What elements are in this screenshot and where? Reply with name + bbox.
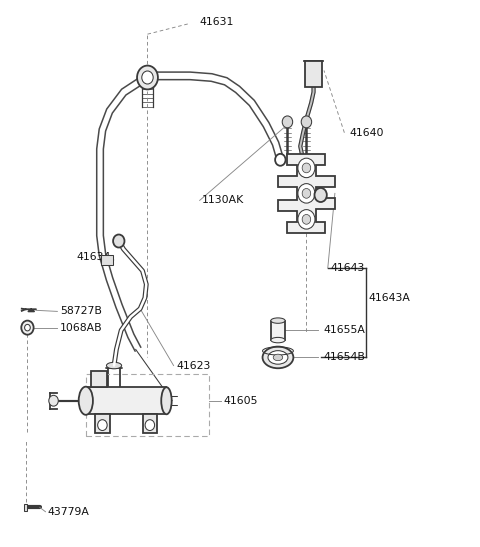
Text: 41631: 41631 [200, 17, 234, 27]
Text: 41605: 41605 [223, 395, 258, 406]
Ellipse shape [273, 354, 283, 360]
Text: 41643A: 41643A [368, 293, 410, 303]
Ellipse shape [79, 387, 93, 415]
Circle shape [97, 420, 107, 430]
Text: 1068AB: 1068AB [60, 323, 102, 333]
Circle shape [302, 214, 311, 224]
Polygon shape [91, 371, 107, 387]
Circle shape [298, 184, 315, 203]
Ellipse shape [271, 337, 285, 343]
Ellipse shape [107, 362, 121, 369]
Text: 58727B: 58727B [60, 306, 102, 316]
Circle shape [145, 420, 155, 430]
Ellipse shape [271, 318, 285, 323]
Bar [86, 374, 209, 436]
Circle shape [314, 188, 327, 202]
Circle shape [113, 235, 124, 247]
Text: 41643: 41643 [330, 263, 364, 273]
Circle shape [137, 66, 158, 89]
Ellipse shape [268, 351, 288, 364]
Text: 1130AK: 1130AK [202, 195, 244, 206]
Text: 41640: 41640 [349, 127, 384, 138]
Text: 43779A: 43779A [48, 507, 90, 517]
Text: 41654B: 41654B [323, 352, 365, 363]
Circle shape [275, 154, 286, 166]
Polygon shape [278, 154, 335, 233]
Circle shape [298, 210, 315, 229]
Circle shape [21, 321, 34, 335]
Bar [24, 504, 27, 511]
Circle shape [301, 116, 312, 128]
Text: 41655A: 41655A [323, 325, 365, 335]
Circle shape [298, 158, 315, 178]
Ellipse shape [161, 387, 172, 414]
Bar [305, 61, 322, 87]
Circle shape [142, 71, 153, 84]
Circle shape [302, 189, 311, 198]
Circle shape [282, 116, 293, 128]
Ellipse shape [263, 347, 293, 368]
Circle shape [302, 163, 311, 173]
Bar [86, 387, 167, 414]
Circle shape [24, 324, 30, 331]
Text: 41634: 41634 [76, 252, 111, 262]
Text: 41623: 41623 [176, 360, 210, 370]
Circle shape [49, 395, 58, 406]
Polygon shape [143, 414, 157, 433]
Bar [271, 321, 285, 340]
Polygon shape [96, 414, 109, 433]
Bar [101, 254, 113, 265]
